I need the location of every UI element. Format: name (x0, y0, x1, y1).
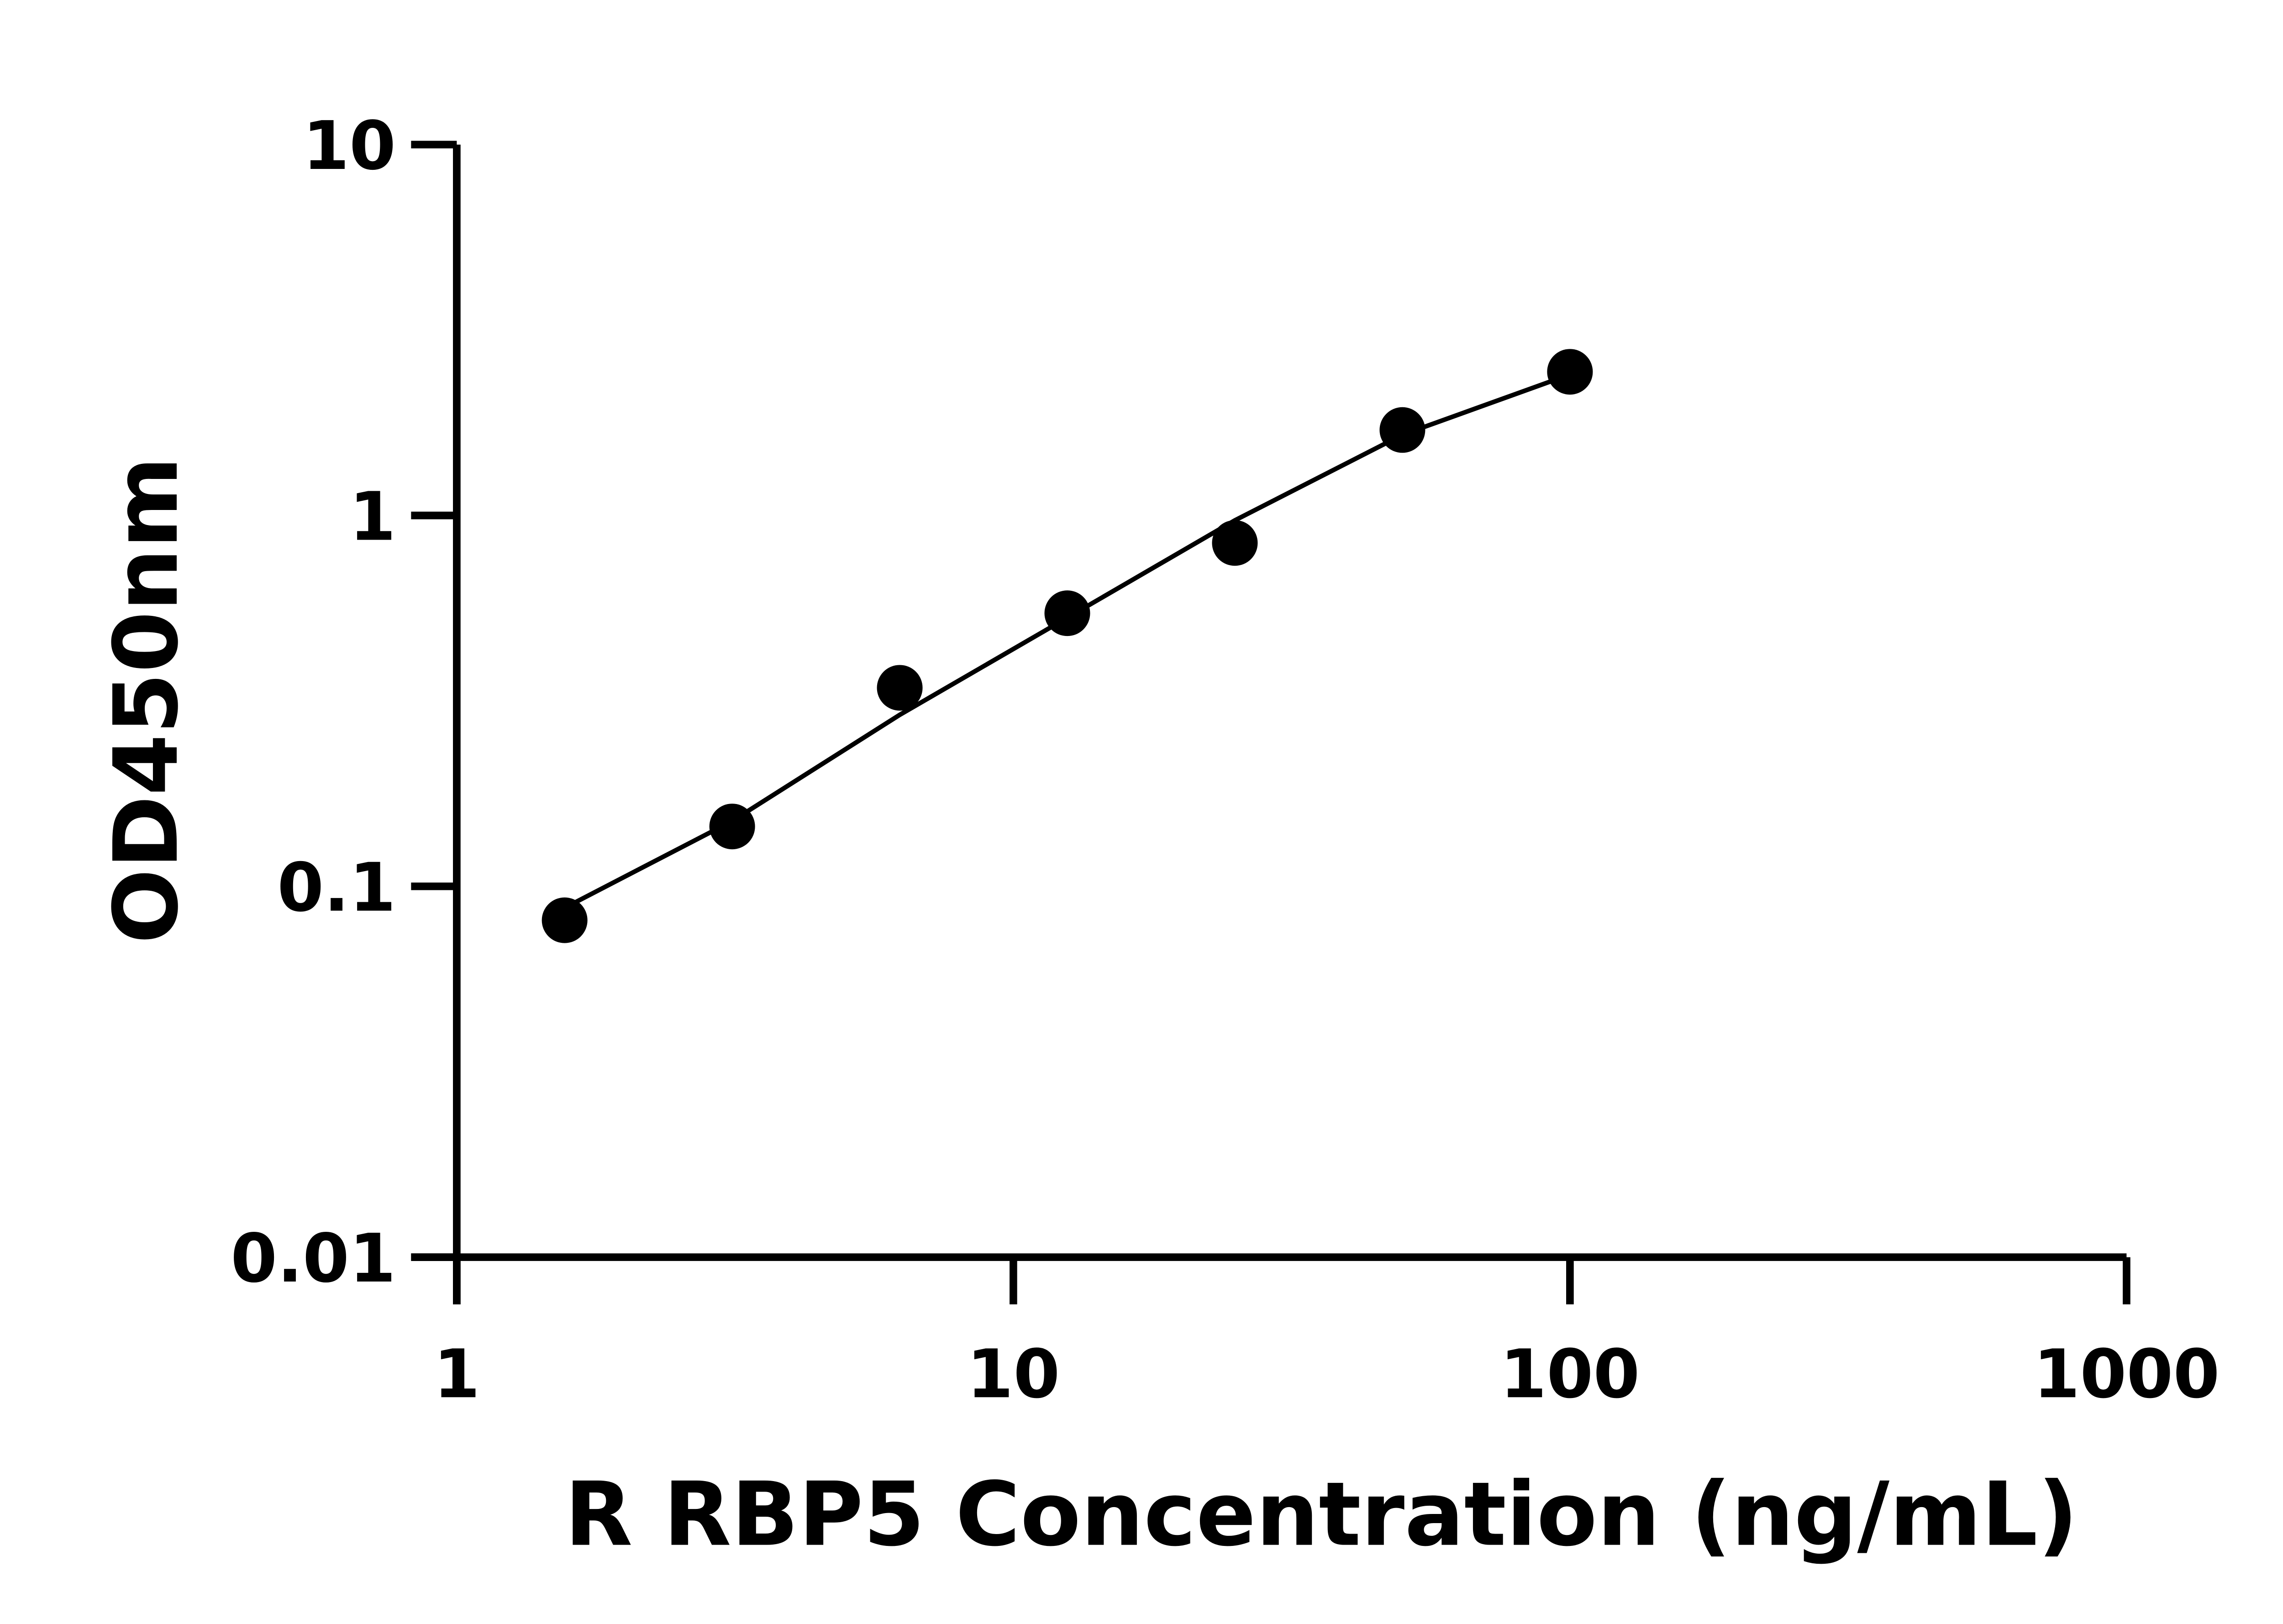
x-tick-label: 1 (433, 1335, 480, 1413)
data-point (542, 897, 588, 943)
x-tick-label: 100 (1500, 1335, 1640, 1413)
data-point (709, 804, 755, 850)
x-tick-label: 1000 (2033, 1335, 2220, 1413)
data-point (877, 665, 923, 711)
y-tick-label: 1 (349, 478, 396, 556)
y-tick-label: 10 (303, 107, 396, 185)
data-point (1212, 520, 1258, 566)
y-tick-label: 0.01 (231, 1219, 396, 1298)
data-point (1044, 590, 1090, 636)
x-tick-label: 10 (967, 1335, 1060, 1413)
y-axis-title: OD450nm (95, 457, 198, 944)
data-point (1547, 349, 1593, 395)
data-point (1379, 407, 1426, 453)
x-axis-title: R RBP5 Concentration (ng/mL) (565, 1463, 2078, 1566)
y-tick-label: 0.1 (277, 849, 396, 927)
